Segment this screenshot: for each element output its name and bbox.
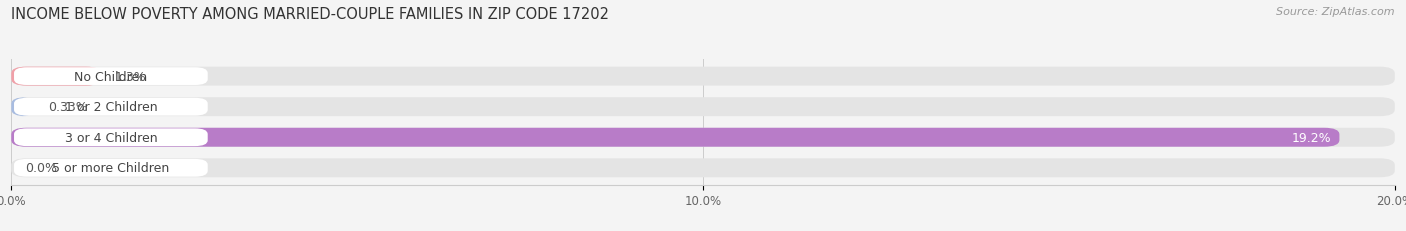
FancyBboxPatch shape	[11, 67, 101, 86]
Text: Source: ZipAtlas.com: Source: ZipAtlas.com	[1277, 7, 1395, 17]
Text: 1 or 2 Children: 1 or 2 Children	[65, 101, 157, 114]
FancyBboxPatch shape	[11, 98, 1395, 117]
FancyBboxPatch shape	[14, 68, 208, 86]
Text: 5 or more Children: 5 or more Children	[52, 162, 170, 175]
Text: 1.3%: 1.3%	[115, 70, 146, 83]
Text: 19.2%: 19.2%	[1292, 131, 1331, 144]
Text: 3 or 4 Children: 3 or 4 Children	[65, 131, 157, 144]
FancyBboxPatch shape	[14, 129, 208, 146]
Text: 0.33%: 0.33%	[48, 101, 87, 114]
Text: No Children: No Children	[75, 70, 148, 83]
FancyBboxPatch shape	[11, 128, 1395, 147]
FancyBboxPatch shape	[11, 128, 1340, 147]
FancyBboxPatch shape	[14, 98, 208, 116]
Text: 0.0%: 0.0%	[25, 162, 58, 175]
FancyBboxPatch shape	[14, 159, 208, 177]
FancyBboxPatch shape	[11, 159, 1395, 177]
Text: INCOME BELOW POVERTY AMONG MARRIED-COUPLE FAMILIES IN ZIP CODE 17202: INCOME BELOW POVERTY AMONG MARRIED-COUPL…	[11, 7, 609, 22]
FancyBboxPatch shape	[11, 67, 1395, 86]
FancyBboxPatch shape	[11, 98, 34, 117]
